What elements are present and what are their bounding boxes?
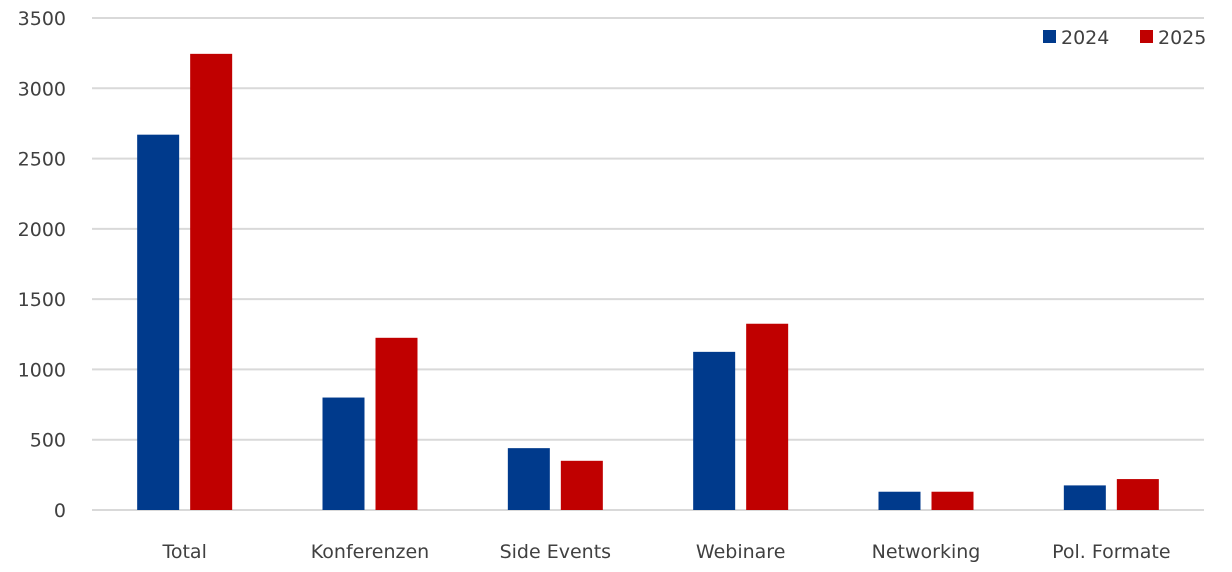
y-tick-label: 2000 [18, 219, 66, 241]
bar-2025-networking [931, 491, 974, 510]
bar-2024-pol-formate [1063, 485, 1106, 510]
x-axis-categories: Total Konferenzen Side Events Webinare Netwo… [161, 541, 1170, 563]
bar-2024-total [137, 134, 180, 510]
bar-2024-side-events [507, 448, 550, 510]
legend-swatch-2025 [1140, 30, 1153, 43]
legend-swatch-2024 [1043, 30, 1056, 43]
bar-2024-webinare [693, 351, 736, 510]
bar-2025-pol-formate [1116, 479, 1159, 510]
legend: 2024 2025 [1043, 27, 1206, 49]
x-category-label: Pol. Formate [1052, 541, 1170, 563]
y-tick-label: 2500 [18, 149, 66, 171]
bar-2025-side-events [560, 460, 603, 510]
x-category-label: Webinare [696, 541, 785, 563]
y-tick-label: 3000 [18, 78, 66, 100]
x-category-label: Networking [872, 541, 981, 563]
y-tick-label: 1000 [18, 359, 66, 381]
x-category-label: Total [161, 541, 206, 563]
legend-label: 2025 [1158, 27, 1206, 49]
bar-2024-konferenzen [322, 397, 365, 510]
legend-label: 2024 [1061, 27, 1109, 49]
y-tick-label: 3500 [18, 8, 66, 30]
y-tick-label: 0 [54, 500, 66, 522]
bar-2025-webinare [746, 323, 789, 510]
bar-2024-networking [878, 491, 921, 510]
bars [137, 53, 1159, 511]
x-category-label: Side Events [500, 541, 611, 563]
bar-2025-konferenzen [375, 337, 418, 510]
y-tick-label: 500 [30, 430, 66, 452]
bar-2025-total [190, 53, 233, 511]
y-tick-label: 1500 [18, 289, 66, 311]
gridlines [92, 17, 1204, 511]
x-category-label: Konferenzen [311, 541, 429, 563]
y-axis-ticks: 0 500 1000 1500 2000 2500 3000 3500 [18, 8, 66, 522]
